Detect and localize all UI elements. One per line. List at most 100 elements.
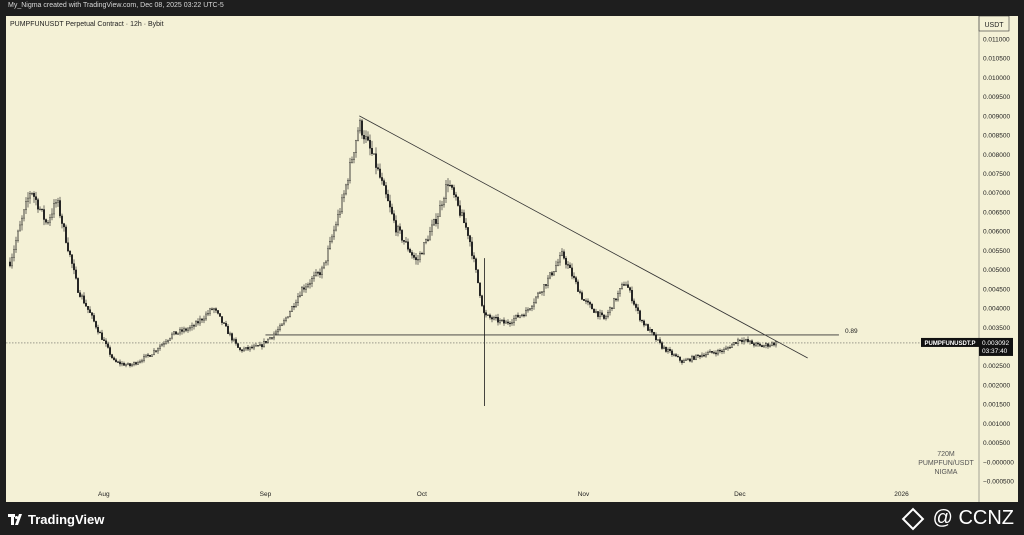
candle-body [177, 332, 179, 335]
candle-body [321, 267, 323, 275]
candle-body [55, 202, 57, 204]
candle-body [385, 185, 387, 195]
candle-body [57, 200, 59, 203]
candle-body [113, 357, 115, 360]
candle-body [365, 136, 367, 140]
y-tick-label: 0.011000 [983, 37, 1010, 44]
candle-body [269, 337, 271, 340]
candle-body [197, 321, 199, 324]
candle-body [695, 354, 697, 360]
candle-body [285, 317, 287, 321]
candle-body [147, 354, 149, 356]
candle-body [35, 196, 37, 200]
watermark-line: 720M [937, 451, 955, 458]
candle-body [123, 363, 125, 366]
candle-body [453, 187, 455, 195]
candle-body [311, 278, 313, 284]
candle-body [625, 284, 627, 286]
candle-body [665, 346, 667, 352]
candle-body [41, 208, 43, 211]
candle-body [635, 304, 637, 308]
candle-body [353, 152, 355, 160]
candle-body [653, 332, 655, 335]
candle-body [173, 331, 175, 335]
candle-body [433, 219, 435, 226]
candle-body [359, 120, 361, 132]
candle-body [83, 295, 85, 304]
candle-body [647, 324, 649, 331]
candle-body [121, 363, 123, 365]
candle-body [705, 354, 707, 357]
candle-body [161, 344, 163, 347]
candle-body [611, 307, 613, 309]
candle-body [209, 308, 211, 314]
candle-body [587, 300, 589, 303]
candle-body [619, 288, 621, 294]
candle-body [265, 341, 267, 343]
candle-body [167, 339, 169, 343]
candle-body [139, 360, 141, 363]
candle-body [573, 275, 575, 278]
candle-body [523, 314, 525, 317]
candle-body [601, 312, 603, 316]
candle-body [485, 312, 487, 316]
candle-body [559, 255, 561, 263]
candle-body [301, 287, 303, 296]
candle-body [575, 277, 577, 283]
candle-body [721, 350, 723, 352]
price-chart[interactable]: PUMPFUNUSDT Perpetual Contract · 12h · B… [6, 16, 1018, 502]
y-axis[interactable]: 0.011000 0.010500 0.010000 0.009500 0.009000… [978, 16, 1014, 502]
candle-body [65, 226, 67, 243]
candle-body [593, 308, 595, 313]
candle-body [465, 222, 467, 228]
candle-body [255, 345, 257, 347]
candle-body [747, 339, 749, 342]
candle-body [45, 219, 47, 223]
chart-title: PUMPFUNUSDT Perpetual Contract · 12h · B… [10, 21, 164, 28]
candles [9, 118, 777, 407]
candle-body [745, 339, 747, 341]
candle-body [271, 337, 273, 339]
candle-body [701, 354, 703, 358]
candle-body [149, 355, 151, 357]
candle-body [273, 333, 275, 339]
candle-body [565, 258, 567, 265]
candle-body [461, 212, 463, 216]
tradingview-logo[interactable]: TradingView [8, 512, 104, 527]
candle-body [297, 296, 299, 303]
chart-frame[interactable]: PUMPFUNUSDT Perpetual Contract · 12h · B… [6, 16, 1018, 502]
candle-body [693, 356, 695, 360]
candle-body [153, 350, 155, 355]
candle-body [13, 249, 15, 258]
candle-body [247, 347, 249, 350]
candle-body [261, 344, 263, 348]
candle-body [489, 314, 491, 318]
candle-body [165, 341, 167, 344]
candle-body [47, 222, 49, 224]
candle-body [59, 200, 61, 217]
candle-body [505, 321, 507, 324]
candle-body [157, 348, 159, 352]
candle-body [131, 364, 133, 367]
candle-body [85, 302, 87, 307]
candle-body [319, 272, 321, 275]
candle-body [327, 248, 329, 262]
candle-body [537, 292, 539, 298]
candle-body [655, 334, 657, 341]
candle-body [193, 325, 195, 327]
x-axis[interactable]: Aug Sep Oct Nov Dec 2026 [98, 491, 909, 498]
candle-body [605, 316, 607, 319]
candle-body [555, 265, 557, 272]
candle-body [487, 314, 489, 316]
y-tick-label: 0.003500 [983, 325, 1010, 332]
candle-body [331, 236, 333, 242]
candle-body [589, 302, 591, 305]
candle-body [669, 349, 671, 352]
candle-body [237, 343, 239, 348]
candle-body [699, 355, 701, 358]
candle-body [687, 358, 689, 361]
candle-body [773, 342, 775, 346]
candle-body [441, 204, 443, 206]
candle-body [179, 329, 181, 334]
candle-body [451, 185, 453, 188]
